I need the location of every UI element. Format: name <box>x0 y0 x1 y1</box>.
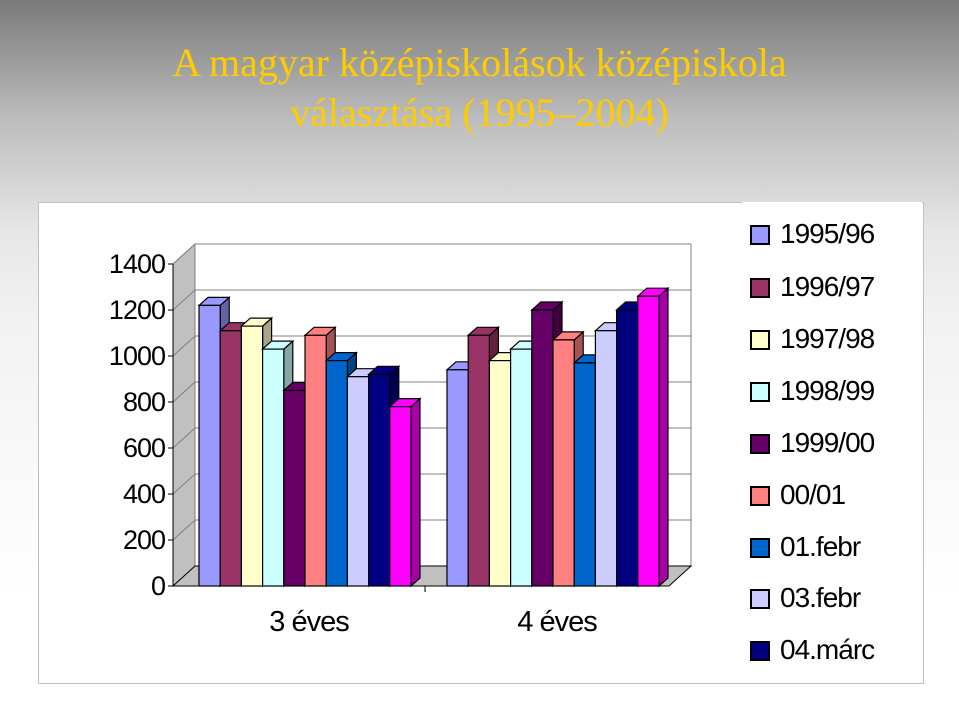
legend-label: 1999/00 <box>780 427 875 458</box>
legend-label: 1995/96 <box>780 218 875 249</box>
legend-label: 00/01 <box>780 479 846 510</box>
legend-swatch <box>750 641 770 661</box>
bar <box>531 309 554 587</box>
bar <box>615 309 639 587</box>
y-tick-label: 1400 <box>109 249 165 279</box>
bar-chart: 0 200 400 600 800 1000 1200 1400 3 éves 4 éves <box>109 242 693 638</box>
bar <box>219 330 242 587</box>
bar-side-shade <box>411 398 420 586</box>
title-line-2: választása (1995–2004) <box>290 90 669 135</box>
bar <box>467 334 491 587</box>
gridline-side <box>172 427 196 449</box>
bar <box>573 362 597 587</box>
legend-label: 1996/97 <box>780 271 875 302</box>
gridline-side <box>172 381 196 403</box>
bar <box>510 348 533 587</box>
legend-swatch <box>750 434 770 454</box>
legend-label: 04.márc <box>780 634 875 665</box>
y-tick-label: 600 <box>123 433 165 463</box>
gridline-side <box>172 473 196 495</box>
legend-swatch <box>750 486 770 506</box>
y-tick-label: 400 <box>123 479 165 509</box>
bar <box>446 369 469 587</box>
slide-title: A magyar középiskolások középiskola vála… <box>0 38 959 138</box>
y-tick-label: 200 <box>123 525 165 555</box>
bar <box>488 360 512 587</box>
legend-swatch <box>750 538 770 558</box>
legend-swatch <box>750 225 770 245</box>
gridline-side <box>172 243 196 265</box>
legend-swatch <box>750 589 770 609</box>
bar <box>262 348 285 587</box>
bar-side-shade <box>659 288 668 586</box>
gridline-side <box>172 519 196 541</box>
bar <box>325 360 349 587</box>
bar <box>389 406 412 587</box>
x-category-label: 3 éves <box>269 606 349 638</box>
y-tick-label: 1200 <box>109 295 165 325</box>
legend-swatch <box>750 382 770 402</box>
x-category-label: 4 éves <box>517 606 597 638</box>
bar <box>637 295 660 587</box>
legend-label: 03.febr <box>780 582 861 613</box>
y-tick-label: 0 <box>151 571 165 601</box>
bar <box>283 389 306 587</box>
bar <box>368 373 391 587</box>
bar <box>240 325 264 587</box>
bar <box>552 339 575 587</box>
title-line-1: A magyar középiskolások középiskola <box>172 40 787 85</box>
gridline-side <box>172 335 196 357</box>
plot-side-wall <box>172 242 196 588</box>
chart-legend: 1995/96 1996/97 1997/98 1998/99 1999/00 00/01… <box>742 202 922 672</box>
y-tick-label: 800 <box>123 387 165 417</box>
legend-label: 1998/99 <box>780 375 875 406</box>
y-tick-label: 1000 <box>109 341 165 371</box>
bar <box>304 334 327 587</box>
bar <box>346 376 370 587</box>
bar <box>594 330 618 587</box>
legend-swatch <box>750 278 770 298</box>
legend-label: 01.febr <box>780 531 861 562</box>
bar <box>198 304 221 587</box>
legend-label: 1997/98 <box>780 323 875 354</box>
gridline-side <box>172 289 196 311</box>
legend-swatch <box>750 330 770 350</box>
